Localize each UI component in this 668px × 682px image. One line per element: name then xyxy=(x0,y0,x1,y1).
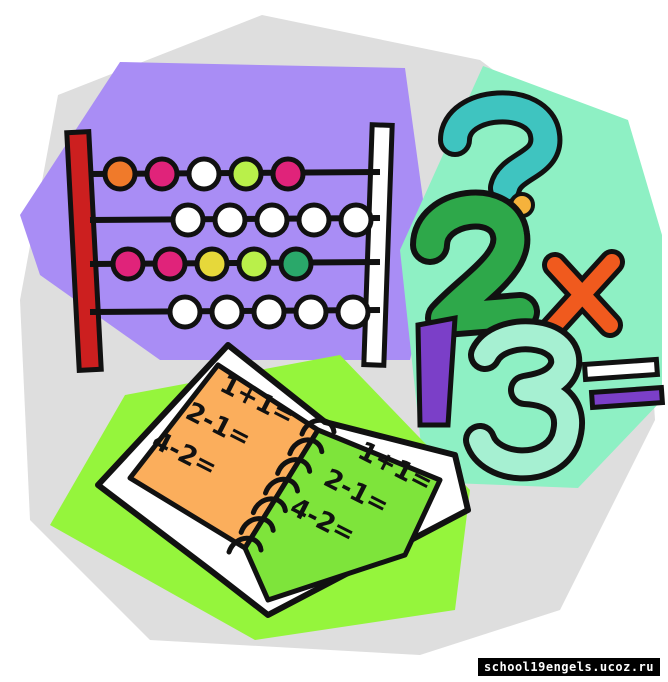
abacus-bead xyxy=(251,294,287,330)
abacus xyxy=(64,122,395,374)
book-spiral xyxy=(226,417,337,555)
equals-symbol xyxy=(581,356,666,411)
abacus-bead xyxy=(270,156,306,192)
times-symbol xyxy=(539,249,625,341)
spiral-ring xyxy=(263,476,300,496)
abacus-bead xyxy=(186,156,222,192)
digit-three xyxy=(463,318,585,482)
digit-one xyxy=(415,314,458,428)
open-book: 1+1= 2-1= 4-2= 1+1= 2-1= 4-2= xyxy=(95,342,471,618)
abacus-bead xyxy=(209,294,245,330)
abacus-bead xyxy=(212,202,248,238)
abacus-bead xyxy=(335,294,371,330)
digit-two xyxy=(410,189,540,338)
abacus-bead xyxy=(167,294,203,330)
spiral-ring xyxy=(238,516,276,535)
abacus-bead xyxy=(293,294,329,330)
spiral-ring xyxy=(275,457,313,476)
mint-background-shape xyxy=(400,66,662,488)
abacus-bead xyxy=(338,202,374,238)
abacus-bead xyxy=(170,202,206,238)
abacus-bead xyxy=(102,156,138,192)
abacus-bead xyxy=(110,246,146,282)
abacus-right-post xyxy=(361,122,395,368)
abacus-bead xyxy=(254,202,290,238)
abacus-bead xyxy=(296,202,332,238)
abacus-bead xyxy=(228,156,264,192)
abacus-bead xyxy=(152,246,188,282)
abacus-bead xyxy=(278,246,314,282)
abacus-bead xyxy=(194,246,230,282)
spiral-ring xyxy=(287,437,325,457)
book-right-page xyxy=(242,427,443,603)
spiral-ring xyxy=(250,496,288,516)
spiral-ring xyxy=(226,535,264,555)
abacus-bead xyxy=(144,156,180,192)
abacus-bead xyxy=(236,246,272,282)
spiral-ring xyxy=(299,417,337,437)
watermark: school19engels.ucoz.ru xyxy=(478,658,660,676)
